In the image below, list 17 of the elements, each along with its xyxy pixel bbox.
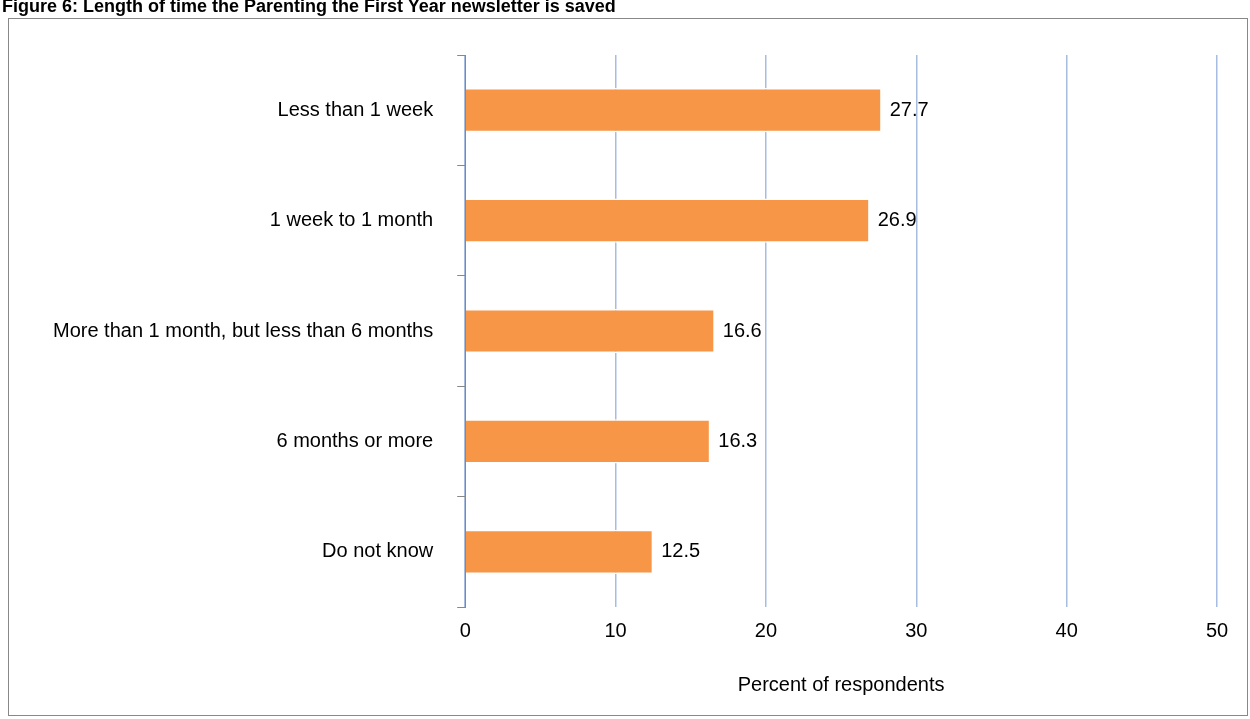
data-label: 16.6 — [722, 318, 762, 341]
data-label: 27.7 — [889, 97, 929, 120]
y-tick-label: Less than 1 week — [277, 97, 435, 120]
y-tick-label: 1 week to 1 month — [269, 208, 434, 231]
y-tick-label: Do not know — [322, 539, 434, 562]
x-tick-label: 50 — [1205, 618, 1229, 641]
x-axis-title: Percent of respondents — [737, 672, 945, 695]
x-tick-label: 20 — [754, 618, 778, 641]
y-tick-label: 6 months or more — [276, 428, 434, 451]
data-label: 12.5 — [661, 539, 701, 562]
data-label: 16.3 — [718, 428, 758, 451]
x-tick-label: 10 — [604, 618, 627, 641]
x-tick-label: 40 — [1055, 618, 1078, 641]
x-tick-label: 30 — [905, 618, 928, 641]
y-tick-label: More than 1 month, but less than 6 months — [53, 318, 434, 341]
x-tick-label: 0 — [459, 618, 471, 641]
data-label: 26.9 — [877, 208, 917, 231]
